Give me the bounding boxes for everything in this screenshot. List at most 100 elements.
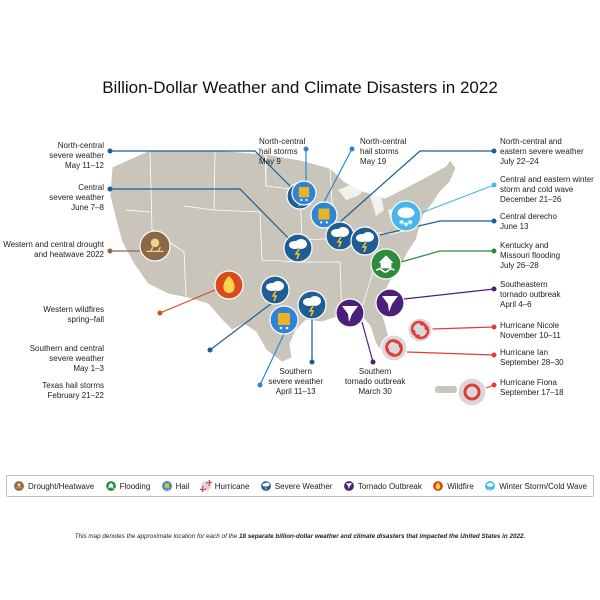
severe-icon: [325, 221, 355, 251]
leader-line: [159, 289, 216, 314]
leader-dot: [491, 286, 497, 292]
leader-dot: [491, 248, 497, 254]
event-label: Southern tornado outbreak March 30: [345, 367, 406, 397]
hail-box: [298, 187, 310, 198]
hurricane-swirl: [463, 383, 481, 401]
event-label-line: severe weather: [49, 151, 104, 160]
sun-shape: [150, 238, 160, 248]
water-wave: [375, 268, 395, 273]
flooding-icon: [370, 248, 402, 280]
tornado-icon: [375, 288, 405, 318]
legend-item-hurricane: Hurricane: [199, 480, 250, 492]
snowflake: ✱: [487, 489, 490, 492]
event-label-line: Southeastern: [500, 280, 548, 289]
legend-label: Hurricane: [214, 481, 250, 491]
hurricane-icon-bg: [199, 480, 212, 492]
event-label-line: North-central and: [500, 137, 562, 146]
sun-shape: [17, 483, 21, 487]
hurricane-icon: [199, 480, 212, 492]
event-label: Hurricane Fiona September 17–18: [500, 378, 564, 398]
leader-dot: [491, 352, 497, 358]
event-label-line: North-central: [57, 141, 104, 150]
map-title: Billion-Dollar Weather and Climate Disas…: [102, 78, 498, 97]
house-body: [108, 485, 113, 488]
event-label: North-central hail storms May 9: [259, 137, 305, 167]
event-label-line: severe weather: [268, 377, 324, 386]
water-wave: [106, 486, 117, 491]
event-label-line: Southern: [279, 367, 312, 376]
legend-item-drought: Drought/Heatwave: [13, 480, 94, 492]
cloud-shape: [264, 482, 270, 487]
severe-icon: [260, 275, 290, 305]
footnote-text: This map denotes the approximate locatio…: [74, 533, 239, 540]
event-label-line: May 1–3: [73, 364, 104, 373]
hailstone: [285, 326, 289, 330]
event-label-line: July 22–24: [500, 157, 539, 166]
funnel-shape: [342, 306, 358, 322]
footnote: This map denotes the approximate locatio…: [0, 533, 600, 540]
event-label-line: December 21–26: [500, 195, 562, 204]
legend-item-severe: Severe Weather: [259, 480, 333, 492]
leader-dot: [157, 310, 163, 316]
event-label-line: tornado outbreak: [344, 377, 406, 386]
event-label-line: hail storms: [259, 147, 298, 156]
leader-line: [406, 351, 495, 356]
winter-icon: ✱✱✱: [484, 480, 497, 492]
event-label: North-central hail storms May 19: [360, 137, 406, 167]
event-label-line: Western wildfires: [43, 305, 104, 314]
event-label-line: North-central: [360, 137, 407, 146]
legend-label: Drought/Heatwave: [28, 481, 95, 491]
leader-dot: [309, 359, 315, 365]
tornado-icon: [335, 298, 365, 328]
event-label-line: May 19: [360, 157, 387, 166]
event-label-line: May 11–12: [65, 161, 104, 170]
leader-line: [209, 302, 273, 351]
event-label-line: Hurricane Ian: [500, 348, 549, 357]
leader-line: [339, 150, 494, 223]
legend-label: Severe Weather: [274, 481, 333, 491]
event-label-line: tornado outbreak: [500, 290, 561, 299]
legend-item-winter: ✱ ✱ ✱ Winter Storm/Cold Wave: [484, 480, 587, 492]
hurricane-icon: [380, 334, 408, 362]
lightning-bolt: [308, 305, 315, 317]
hurricane-swirl: [199, 480, 212, 492]
leader-line: [110, 188, 299, 249]
leader-line: [420, 184, 495, 214]
event-label-line: June 13: [500, 222, 529, 231]
wildfire-icon: [432, 480, 445, 492]
event-label-line: eastern severe weather: [500, 147, 584, 156]
event-label: Western wildfires spring–fall: [43, 305, 104, 325]
event-icons: ✱✱✱: [139, 180, 487, 407]
event-label-line: severe weather: [49, 193, 104, 202]
severe-icon: [297, 290, 327, 320]
leader-line: [361, 321, 374, 363]
event-label: Kentucky and Missouri flooding July 26–28: [500, 241, 560, 271]
legend-item-wildfire: Wildfire: [432, 480, 474, 492]
hail-icon: [291, 180, 317, 206]
event-label-line: March 30: [358, 387, 392, 396]
hail-box: [318, 208, 330, 220]
leader-dot: [491, 324, 497, 330]
event-label-line: Hurricane Nicole: [500, 321, 560, 330]
funnel-shape: [382, 296, 398, 312]
cloud-shape: [487, 482, 494, 487]
event-label-line: Central: [78, 183, 104, 192]
hurricane-swirl: [410, 320, 430, 340]
leader-dot: [491, 148, 497, 154]
event-label: Hurricane Ian September 28–30: [500, 348, 564, 368]
wildfire-icon: [214, 270, 244, 300]
hailstone: [300, 198, 303, 201]
legend-label: Tornado Outbreak: [357, 481, 422, 491]
leader-line: [259, 333, 285, 386]
snowflake: ✱: [408, 218, 413, 226]
drought-icon: [139, 230, 171, 262]
event-label-line: September 17–18: [500, 388, 564, 397]
flooding-icon: [104, 480, 117, 492]
cloud-shape: [397, 207, 415, 219]
event-label-line: September 28–30: [500, 358, 564, 367]
leader-dot: [491, 382, 497, 388]
cloud-shape: [272, 281, 284, 291]
cracked-ground: [146, 246, 164, 252]
leader-line: [400, 250, 494, 263]
event-label: Central severe weather June 7–8: [49, 183, 104, 213]
